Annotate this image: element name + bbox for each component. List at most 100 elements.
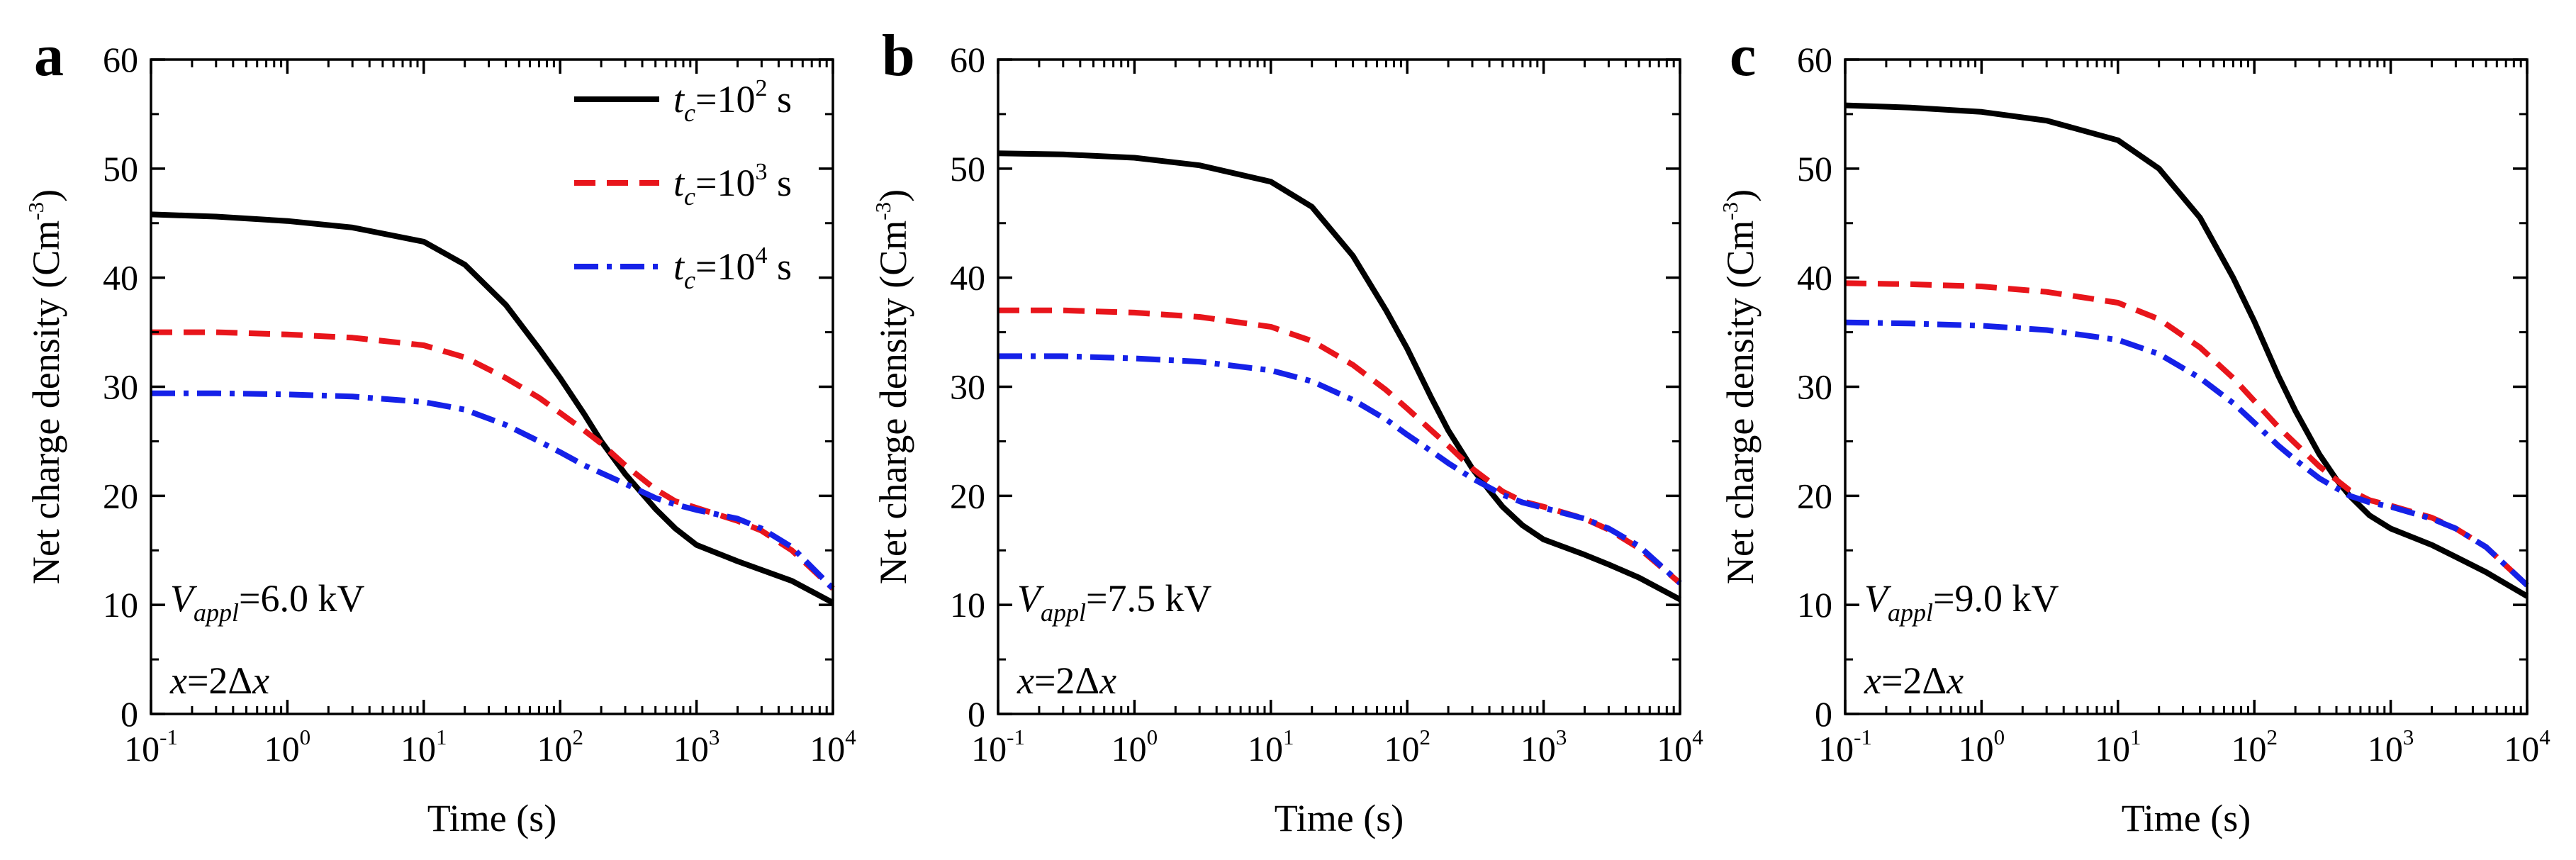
y-tick-label: 10 xyxy=(103,585,138,625)
y-axis-title: Net charge density (Cm-3) xyxy=(23,189,67,584)
panel-letter: c xyxy=(1730,23,1756,89)
annotation-voltage: Vappl=9.0 kV xyxy=(1864,577,2059,627)
annotation-position-eq: =2Δ xyxy=(1881,659,1947,702)
legend-eq: =10 xyxy=(695,78,755,121)
series-line-tc-1e3 xyxy=(1844,280,2529,588)
annotation-position-var2: x xyxy=(1946,659,1964,702)
x-tick-label: 101 xyxy=(1248,725,1294,769)
y-axis-title-main: Net charge density (Cm xyxy=(1719,220,1762,584)
y-tick-label: 60 xyxy=(103,40,138,79)
x-tick-base: 10 xyxy=(810,729,845,769)
legend-eq: =10 xyxy=(695,162,755,204)
annotation-voltage-var: V xyxy=(1864,577,1892,620)
annotation-voltage-value: =7.5 kV xyxy=(1086,577,1211,620)
x-axis-title: Time (s) xyxy=(1275,797,1404,839)
legend-var: t xyxy=(673,245,685,288)
x-tick-label: 104 xyxy=(2504,725,2550,769)
y-tick-label: 60 xyxy=(1797,40,1832,79)
y-tick-label: 10 xyxy=(950,585,985,625)
x-tick-base: 10 xyxy=(1657,729,1692,769)
x-tick-base: 10 xyxy=(1384,729,1419,769)
legend-exp: 2 xyxy=(755,75,767,101)
x-tick-base: 10 xyxy=(124,729,159,769)
annotation-position-var: x xyxy=(1864,659,1881,702)
annotation-voltage-sub: appl xyxy=(194,598,239,627)
legend-exp: 3 xyxy=(755,159,767,185)
series-line-tc-1e3 xyxy=(998,307,1682,586)
x-tick-base: 10 xyxy=(2504,729,2539,769)
legend-label: tc=104 s xyxy=(673,242,792,294)
x-axis-title: Time (s) xyxy=(427,797,557,839)
y-tick-label: 10 xyxy=(1797,585,1832,625)
legend-unit: s xyxy=(767,162,792,204)
y-tick-label: 30 xyxy=(1797,367,1832,407)
x-tick-base: 10 xyxy=(2368,729,2403,769)
annotation-voltage-value: =9.0 kV xyxy=(1933,577,2059,620)
annotation-position-var: x xyxy=(169,659,187,702)
x-tick-base: 10 xyxy=(1248,729,1283,769)
annotation-voltage-var: V xyxy=(1017,577,1045,620)
x-tick-exp: 1 xyxy=(1283,725,1294,749)
legend-sub: c xyxy=(684,99,695,127)
x-tick-label: 102 xyxy=(537,725,583,769)
y-tick-label: 40 xyxy=(103,258,138,298)
x-tick-exp: 2 xyxy=(1419,725,1430,749)
x-tick-label: 100 xyxy=(1111,725,1158,769)
y-tick-label: 0 xyxy=(1815,694,1832,734)
y-axis-title-main: Net charge density (Cm xyxy=(872,220,914,584)
legend-var: t xyxy=(673,78,685,121)
x-tick-exp: 0 xyxy=(1147,725,1158,749)
y-axis-title-main: Net charge density (Cm xyxy=(25,220,67,584)
y-tick-label: 40 xyxy=(1797,258,1832,298)
series-line-tc-1e4 xyxy=(998,353,1682,586)
x-tick-label: 101 xyxy=(2095,725,2141,769)
y-tick-label: 0 xyxy=(968,694,985,734)
x-tick-label: 102 xyxy=(1384,725,1430,769)
y-tick-label: 50 xyxy=(1797,149,1832,189)
legend-sub: c xyxy=(684,266,695,294)
x-tick-base: 10 xyxy=(2231,729,2266,769)
x-tick-exp: 1 xyxy=(2130,725,2141,749)
series-line-tc-1e2 xyxy=(997,150,1681,603)
panel-letter: a xyxy=(34,23,64,89)
annotation-voltage: Vappl=7.5 kV xyxy=(1017,577,1211,627)
x-tick-exp: 4 xyxy=(1692,725,1703,749)
annotation-position-eq: =2Δ xyxy=(1034,659,1099,702)
x-tick-exp: 4 xyxy=(845,725,856,749)
y-axis-title-close: ) xyxy=(1719,189,1762,202)
x-tick-label: 100 xyxy=(264,725,311,769)
y-axis-title-sup: -3 xyxy=(870,202,895,220)
annotation-position-eq: =2Δ xyxy=(187,659,252,702)
y-axis-title: Net charge density (Cm-3) xyxy=(870,189,914,584)
annotation-voltage-sub: appl xyxy=(1041,598,1086,627)
y-axis-title-close: ) xyxy=(25,189,67,202)
y-tick-label: 20 xyxy=(950,476,985,515)
annotation-position: x=2Δx xyxy=(169,659,269,702)
x-tick-base: 10 xyxy=(1818,729,1854,769)
y-tick-label: 40 xyxy=(950,258,985,298)
x-tick-exp: 2 xyxy=(2266,725,2278,749)
x-tick-label: 10-1 xyxy=(1818,725,1872,769)
legend-var: t xyxy=(673,162,685,204)
series-line-tc-1e2 xyxy=(1844,102,2529,599)
x-tick-base: 10 xyxy=(401,729,436,769)
legend-label: tc=103 s xyxy=(673,159,792,211)
panel-letter: b xyxy=(882,23,915,89)
x-axis-title: Time (s) xyxy=(2122,797,2251,839)
x-tick-base: 10 xyxy=(1959,729,1994,769)
y-tick-label: 20 xyxy=(1797,476,1832,515)
x-tick-exp: -1 xyxy=(1854,725,1872,749)
y-tick-label: 30 xyxy=(950,367,985,407)
series-line-tc-1e2 xyxy=(150,211,834,605)
x-tick-base: 10 xyxy=(673,729,709,769)
y-tick-label: 30 xyxy=(103,367,138,407)
x-tick-exp: 0 xyxy=(300,725,311,749)
x-tick-label: 103 xyxy=(2368,725,2414,769)
x-tick-label: 10-1 xyxy=(971,725,1025,769)
y-tick-label: 20 xyxy=(103,476,138,515)
y-axis-title: Net charge density (Cm-3) xyxy=(1718,189,1762,584)
x-tick-exp: 0 xyxy=(1994,725,2005,749)
